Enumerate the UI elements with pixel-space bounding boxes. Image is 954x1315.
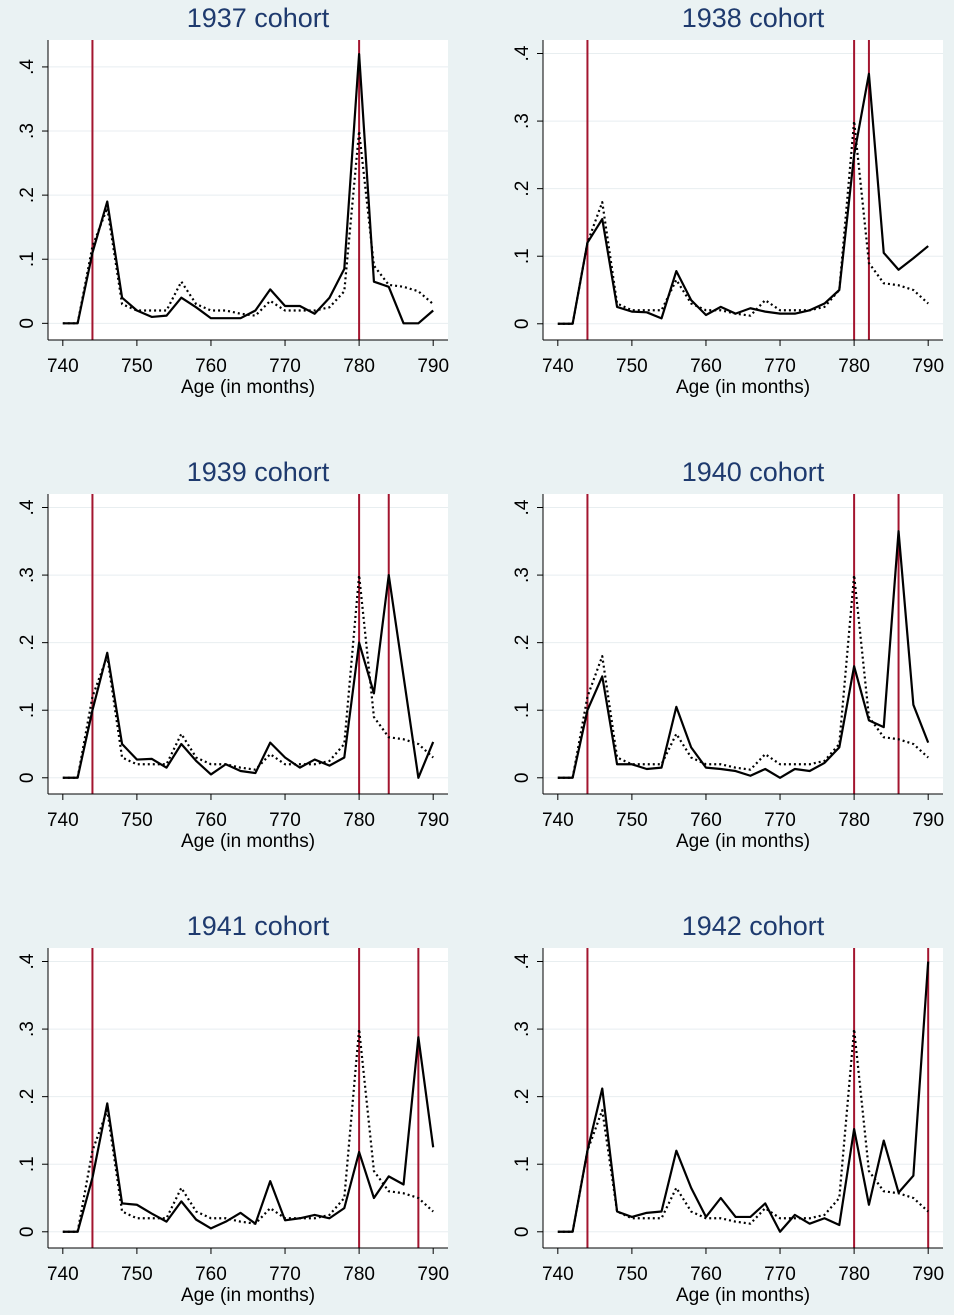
y-tick-label: .3 xyxy=(17,1021,38,1037)
x-axis-label: Age (in months) xyxy=(181,377,315,398)
y-tick-label: .2 xyxy=(512,1089,533,1105)
x-tick-label: 760 xyxy=(690,810,722,831)
x-tick-label: 770 xyxy=(764,1264,796,1285)
y-tick-label: .1 xyxy=(512,248,533,264)
chart-title: 1939 cohort xyxy=(187,457,330,487)
series-line xyxy=(557,72,929,325)
y-tick-label: .1 xyxy=(17,702,38,718)
chart-title: 1942 cohort xyxy=(682,911,825,941)
y-tick-label: .2 xyxy=(512,635,533,651)
y-tick-label: .2 xyxy=(17,635,38,651)
x-tick-label: 760 xyxy=(690,356,722,377)
y-tick-label: .4 xyxy=(17,953,38,969)
plot-area xyxy=(543,494,943,794)
x-tick-label: 790 xyxy=(912,810,944,831)
x-tick-label: 780 xyxy=(838,1264,870,1285)
x-tick-label: 740 xyxy=(542,1264,574,1285)
series-line xyxy=(62,129,434,325)
y-tick-label: 0 xyxy=(512,772,533,783)
x-tick-label: 780 xyxy=(838,356,870,377)
series-line xyxy=(62,1027,434,1233)
x-tick-label: 770 xyxy=(269,356,301,377)
y-tick-label: .3 xyxy=(512,1021,533,1037)
series-line xyxy=(62,573,434,779)
y-tick-label: 0 xyxy=(512,318,533,329)
y-tick-label: .3 xyxy=(512,113,533,129)
y-tick-label: .2 xyxy=(512,181,533,197)
x-tick-label: 790 xyxy=(912,356,944,377)
y-tick-label: .4 xyxy=(512,953,533,969)
x-tick-label: 740 xyxy=(47,1264,79,1285)
chart-title: 1940 cohort xyxy=(682,457,825,487)
x-tick-label: 750 xyxy=(616,1264,648,1285)
y-tick-label: 0 xyxy=(512,1226,533,1237)
y-tick-label: .1 xyxy=(512,702,533,718)
x-axis-label: Age (in months) xyxy=(181,1285,315,1306)
x-tick-label: 780 xyxy=(343,356,375,377)
y-tick-label: 0 xyxy=(17,318,38,329)
x-tick-label: 770 xyxy=(269,1264,301,1285)
x-tick-label: 770 xyxy=(764,356,796,377)
x-tick-label: 750 xyxy=(121,1264,153,1285)
x-tick-label: 750 xyxy=(121,356,153,377)
y-tick-label: .3 xyxy=(17,123,38,139)
series-line xyxy=(557,119,929,325)
y-tick-label: .2 xyxy=(17,187,38,203)
y-tick-label: .1 xyxy=(17,251,38,267)
x-tick-label: 780 xyxy=(838,810,870,831)
x-axis-label: Age (in months) xyxy=(676,1285,810,1306)
y-tick-label: .4 xyxy=(17,59,38,75)
y-tick-label: .4 xyxy=(17,499,38,515)
x-tick-label: 750 xyxy=(616,356,648,377)
plot-area xyxy=(48,494,448,794)
y-tick-label: .4 xyxy=(512,45,533,61)
x-tick-label: 740 xyxy=(47,810,79,831)
series-line xyxy=(557,573,929,779)
x-axis-label: Age (in months) xyxy=(181,831,315,852)
y-tick-label: 0 xyxy=(17,772,38,783)
y-tick-label: .1 xyxy=(17,1156,38,1172)
x-tick-label: 760 xyxy=(195,356,227,377)
x-axis-label: Age (in months) xyxy=(676,831,810,852)
y-tick-label: .4 xyxy=(512,499,533,515)
plot-area xyxy=(48,948,448,1248)
y-tick-label: .3 xyxy=(17,567,38,583)
x-tick-label: 750 xyxy=(121,810,153,831)
y-tick-label: .1 xyxy=(512,1156,533,1172)
chart-title: 1938 cohort xyxy=(682,3,825,33)
x-tick-label: 770 xyxy=(764,810,796,831)
y-tick-label: .3 xyxy=(512,567,533,583)
plot-area xyxy=(48,40,448,340)
chart-title: 1937 cohort xyxy=(187,3,330,33)
x-tick-label: 790 xyxy=(417,356,449,377)
x-tick-label: 740 xyxy=(542,356,574,377)
plot-area xyxy=(543,40,943,340)
x-tick-label: 740 xyxy=(47,356,79,377)
x-tick-label: 760 xyxy=(690,1264,722,1285)
x-tick-label: 750 xyxy=(616,810,648,831)
x-tick-label: 770 xyxy=(269,810,301,831)
y-tick-label: 0 xyxy=(17,1226,38,1237)
x-tick-label: 790 xyxy=(417,1264,449,1285)
series-line xyxy=(62,1036,435,1233)
x-tick-label: 780 xyxy=(343,810,375,831)
y-tick-label: .2 xyxy=(17,1089,38,1105)
series-line xyxy=(557,530,930,779)
x-tick-label: 790 xyxy=(417,810,449,831)
x-tick-label: 780 xyxy=(343,1264,375,1285)
x-axis-label: Age (in months) xyxy=(676,377,810,398)
x-tick-label: 760 xyxy=(195,810,227,831)
series-line xyxy=(62,573,435,779)
plot-area xyxy=(543,948,943,1248)
chart-title: 1941 cohort xyxy=(187,911,330,941)
x-tick-label: 790 xyxy=(912,1264,944,1285)
series-line xyxy=(557,1027,929,1233)
x-tick-label: 760 xyxy=(195,1264,227,1285)
x-tick-label: 740 xyxy=(542,810,574,831)
